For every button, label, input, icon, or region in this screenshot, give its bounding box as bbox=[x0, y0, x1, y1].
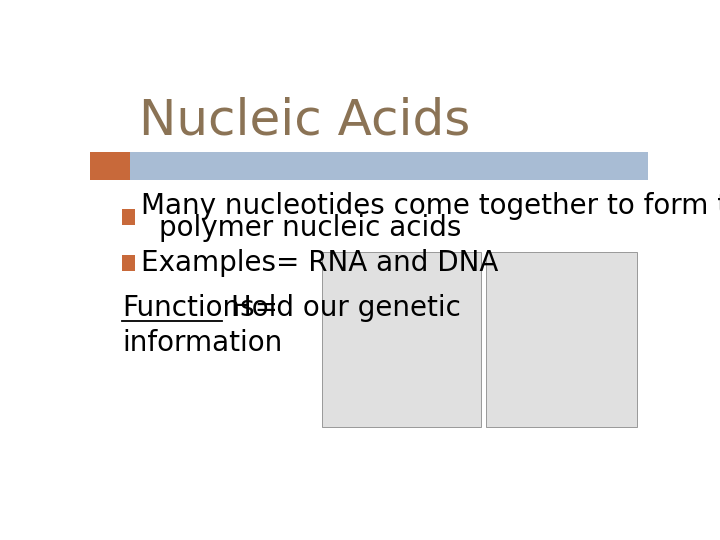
Text: polymer nucleic acids: polymer nucleic acids bbox=[159, 214, 462, 242]
Bar bbox=[322, 252, 481, 427]
Text: Many nucleotides come together to form the: Many nucleotides come together to form t… bbox=[141, 192, 720, 220]
Text: information: information bbox=[122, 329, 283, 357]
Text: Hold our genetic: Hold our genetic bbox=[222, 294, 461, 322]
Bar bbox=[486, 252, 637, 427]
Bar bbox=[122, 209, 135, 225]
Bar bbox=[122, 255, 135, 271]
Text: Functions=: Functions= bbox=[122, 294, 279, 322]
Text: Examples= RNA and DNA: Examples= RNA and DNA bbox=[141, 249, 499, 276]
Bar bbox=[90, 152, 130, 180]
Bar bbox=[90, 152, 648, 180]
Text: Nucleic Acids: Nucleic Acids bbox=[139, 97, 470, 145]
